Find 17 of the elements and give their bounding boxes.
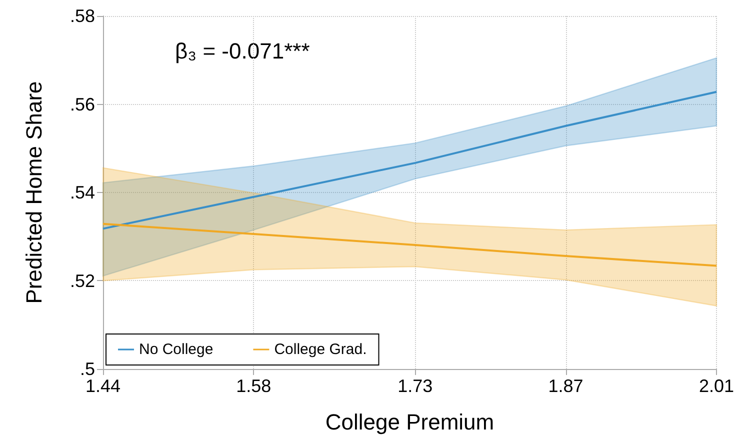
legend-label: College Grad. <box>274 341 367 358</box>
y-tick-label: .5 <box>80 359 95 379</box>
x-tick-label: 1.58 <box>236 376 272 396</box>
x-tick-label: 1.44 <box>85 376 121 396</box>
legend-label: No College <box>139 341 214 358</box>
x-tick-label: 2.01 <box>698 376 734 396</box>
y-tick-label: .52 <box>70 270 95 291</box>
y-axis-title: Predicted Home Share <box>22 81 46 304</box>
y-tick-label: .58 <box>70 6 95 26</box>
x-axis-title: College Premium <box>325 410 494 434</box>
x-tick-label: 1.73 <box>398 376 433 396</box>
line-series <box>102 90 718 230</box>
y-tick-label: .54 <box>70 182 95 202</box>
annotation: β₃ = -0.071*** <box>175 38 310 64</box>
x-tick-label: 1.87 <box>548 376 584 396</box>
line-series <box>102 222 718 267</box>
y-tick-label: .56 <box>70 94 95 114</box>
